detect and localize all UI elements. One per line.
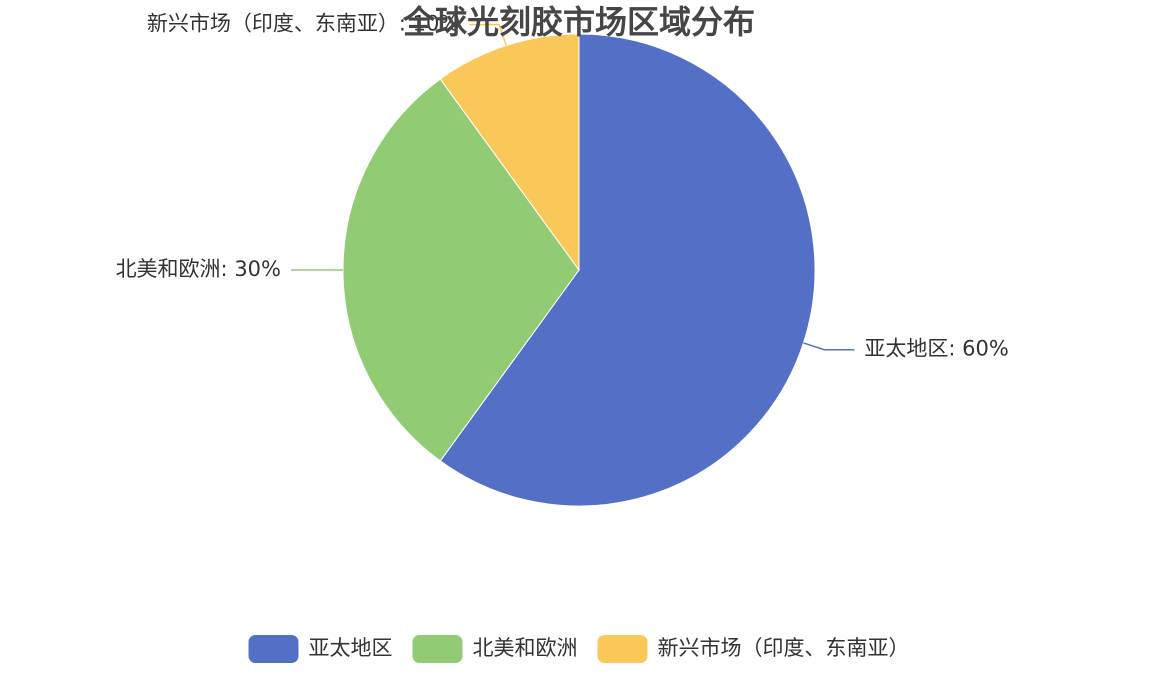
chart-title: 全球光刻胶市场区域分布 [402,3,755,41]
legend-swatch [412,635,463,663]
legend-item: 北美和欧洲 [412,635,578,663]
data-label: 亚太地区: 60% [864,337,1008,361]
legend-item: 亚太地区 [248,635,393,663]
legend-label: 新兴市场（印度、东南亚） [658,636,910,660]
legend-label: 北美和欧洲 [473,636,578,660]
legend: 亚太地区 北美和欧洲 新兴市场（印度、东南亚） [248,635,910,663]
legend-swatch [248,635,299,663]
legend-swatch [597,635,648,663]
label-line [803,342,855,351]
pie-slice [342,78,580,462]
label-line [469,23,507,46]
pie-slice [439,33,580,272]
data-label: 新兴市场（印度、东南亚）: 10% [147,12,459,36]
labels: 亚太地区: 60% 北美和欧洲: 30% 新兴市场（印度、东南亚）: 10% [116,12,1009,361]
data-label: 北美和欧洲: 30% [116,257,281,281]
pie [342,33,816,507]
legend-item: 新兴市场（印度、东南亚） [597,635,910,663]
legend-label: 亚太地区 [309,636,393,660]
